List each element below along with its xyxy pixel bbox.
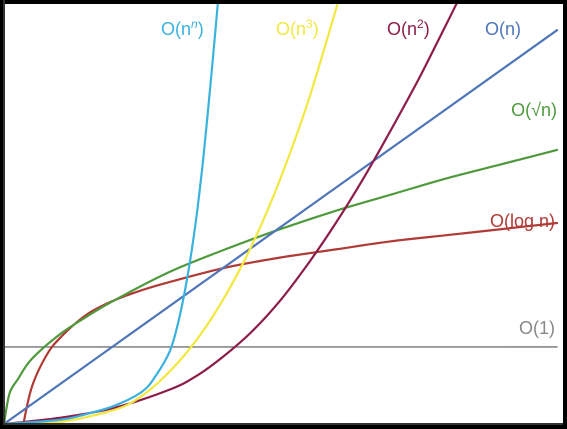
label-layer: O(1) O(log n) O(√n) O(n) O(n2) O(n3) O(nn) [161, 17, 557, 338]
series-label-o-sqrtn: O(√n) [511, 100, 557, 120]
series-line-o-n [4, 29, 559, 425]
series-label-o-1: O(1) [519, 318, 555, 338]
series-line-o-n-pow-n [4, 4, 219, 425]
series-line-o-log-n [22, 221, 559, 425]
series-label-o-n: O(n) [485, 19, 521, 39]
series-layer [4, 4, 559, 425]
series-label-o-n-pow-2: O(n2) [387, 17, 430, 39]
plot-background [4, 4, 563, 425]
series-label-o-n-pow-3: O(n3) [276, 17, 319, 39]
series-line-o-sqrtn [4, 148, 559, 425]
series-line-o-n-pow-3 [4, 4, 339, 425]
series-label-o-n-pow-n: O(nn) [161, 17, 204, 39]
series-label-o-log-n: O(log n) [490, 211, 555, 231]
